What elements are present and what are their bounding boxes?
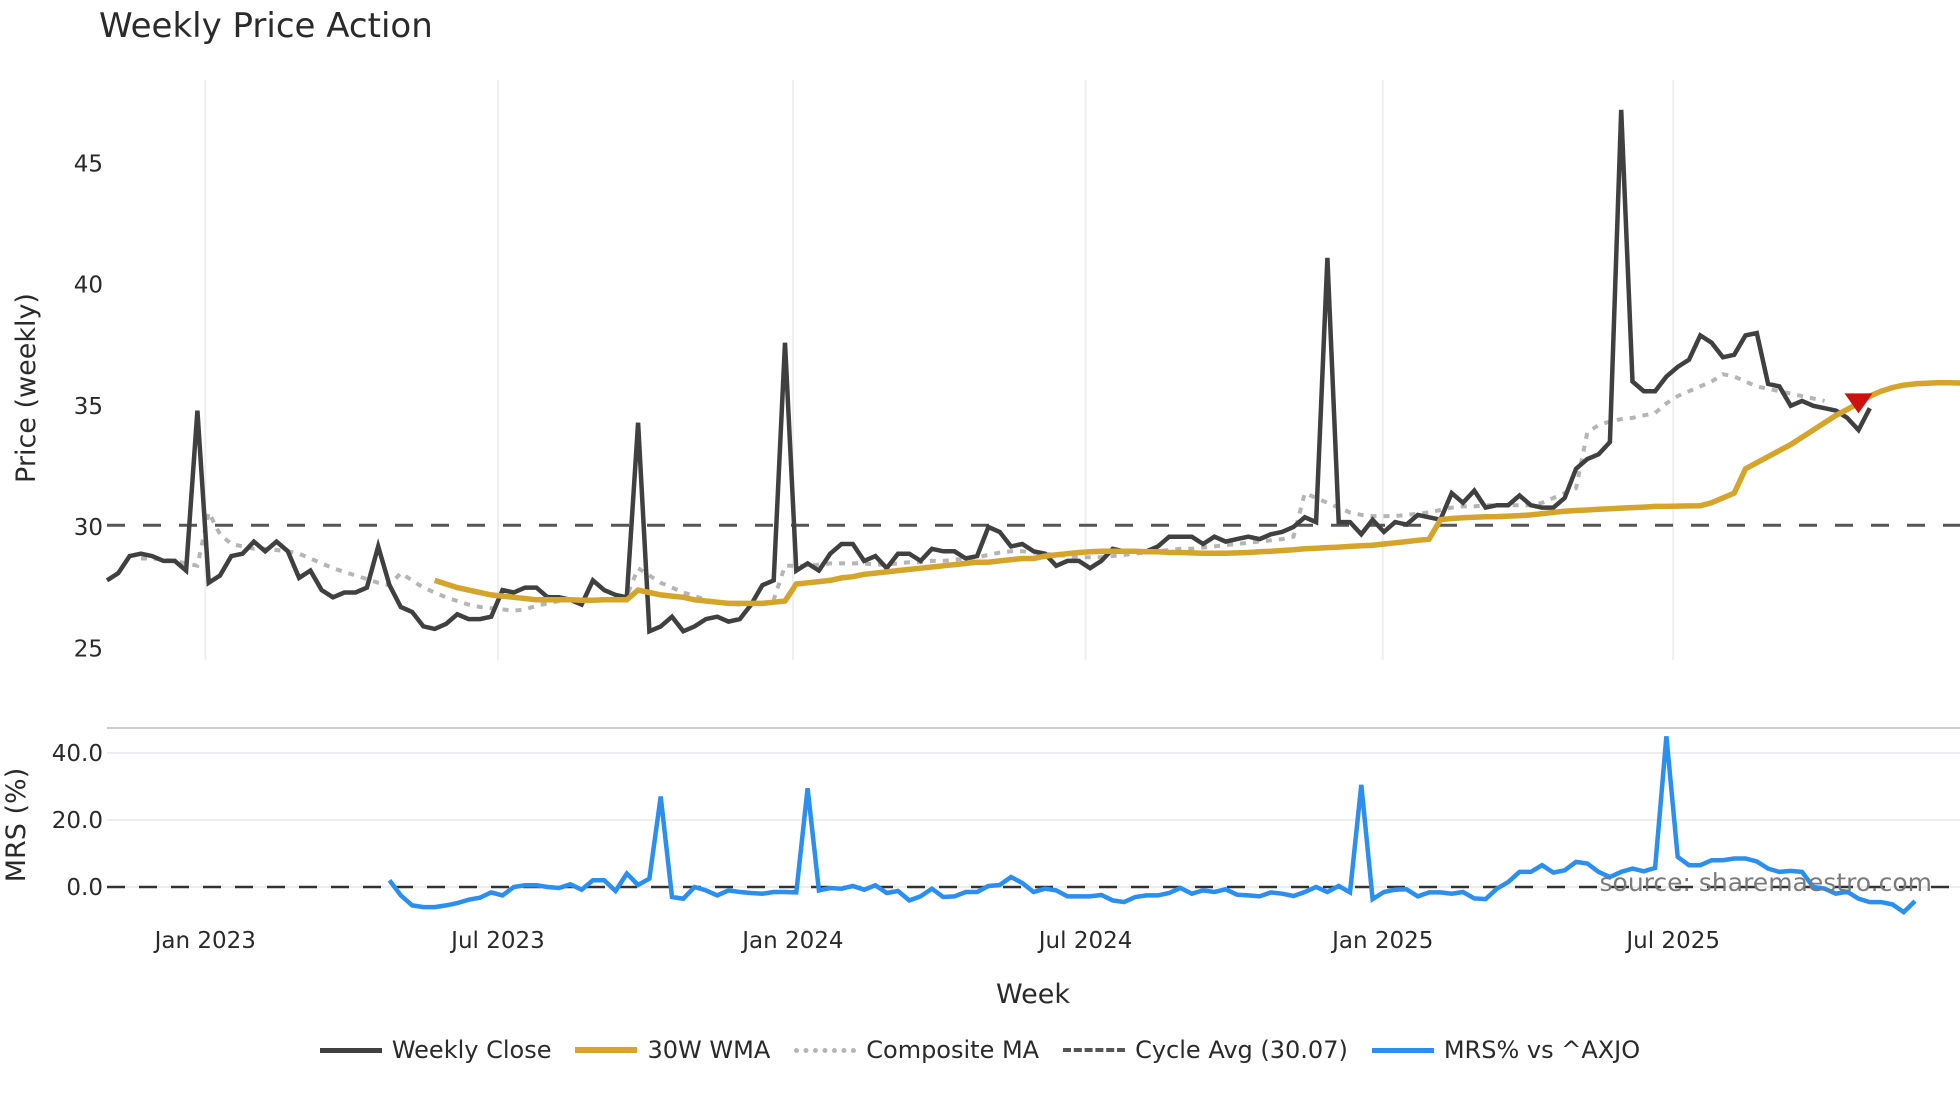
- x-tick-label: Jul 2023: [449, 928, 545, 954]
- sell-signal-icon: [1844, 393, 1873, 414]
- legend-swatch-30w-wma: [575, 1047, 638, 1053]
- legend-item-composite-ma[interactable]: Composite MA: [794, 1036, 1039, 1064]
- legend-swatch-mrs: [1371, 1047, 1434, 1053]
- x-tick-label: Jan 2024: [740, 928, 843, 954]
- chart-title: Weekly Price Action: [99, 6, 433, 46]
- price-tick-label: 45: [74, 151, 103, 177]
- legend-swatch-composite-ma: [794, 1047, 857, 1053]
- source-watermark: source: sharemaestro.com: [1600, 868, 1933, 897]
- gridlines: [107, 80, 1960, 888]
- mrs-line: [387, 736, 1917, 915]
- price-tick-label: 40: [74, 273, 103, 299]
- axes: Price (weekly) MRS (%) Week Jan 2023 Jul …: [1, 151, 1720, 1010]
- legend-label: Composite MA: [866, 1036, 1040, 1064]
- price-tick-label: 25: [74, 636, 103, 662]
- legend-item-30w-wma[interactable]: 30W WMA: [575, 1036, 770, 1064]
- legend-label: MRS% vs ^AXJO: [1443, 1036, 1641, 1064]
- x-tick-label: Jan 2023: [153, 928, 256, 954]
- legend-item-cycle-avg[interactable]: Cycle Avg (30.07): [1063, 1036, 1348, 1064]
- mrs-tick-label: 20.0: [52, 808, 103, 834]
- mrs-tick-label: 0.0: [66, 875, 103, 901]
- price-tick-label: 30: [74, 515, 103, 541]
- series-layer: [105, 109, 1960, 915]
- wma-30w-line: [433, 379, 1960, 607]
- legend-swatch-cycle-avg: [1063, 1048, 1126, 1052]
- legend-label: 30W WMA: [647, 1036, 771, 1064]
- legend: Weekly Close 30W WMA Composite MA Cycle …: [0, 1036, 1960, 1064]
- x-tick-label: Jul 2025: [1624, 928, 1720, 954]
- legend-label: Cycle Avg (30.07): [1135, 1036, 1348, 1064]
- price-tick-label: 35: [74, 394, 103, 420]
- weekly-close-line: [105, 109, 1872, 635]
- x-tick-label: Jul 2024: [1037, 928, 1133, 954]
- price-axis-title: Price (weekly): [11, 293, 42, 483]
- legend-item-weekly-close[interactable]: Weekly Close: [319, 1036, 552, 1064]
- mrs-tick-label: 40.0: [52, 741, 103, 767]
- legend-swatch-weekly-close: [319, 1047, 382, 1053]
- legend-item-mrs[interactable]: MRS% vs ^AXJO: [1371, 1036, 1641, 1064]
- x-tick-label: Jan 2025: [1330, 928, 1433, 954]
- legend-label: Weekly Close: [391, 1036, 552, 1064]
- x-axis-title: Week: [996, 979, 1070, 1010]
- composite-ma-line: [140, 372, 1826, 613]
- mrs-axis-title: MRS (%): [1, 768, 32, 883]
